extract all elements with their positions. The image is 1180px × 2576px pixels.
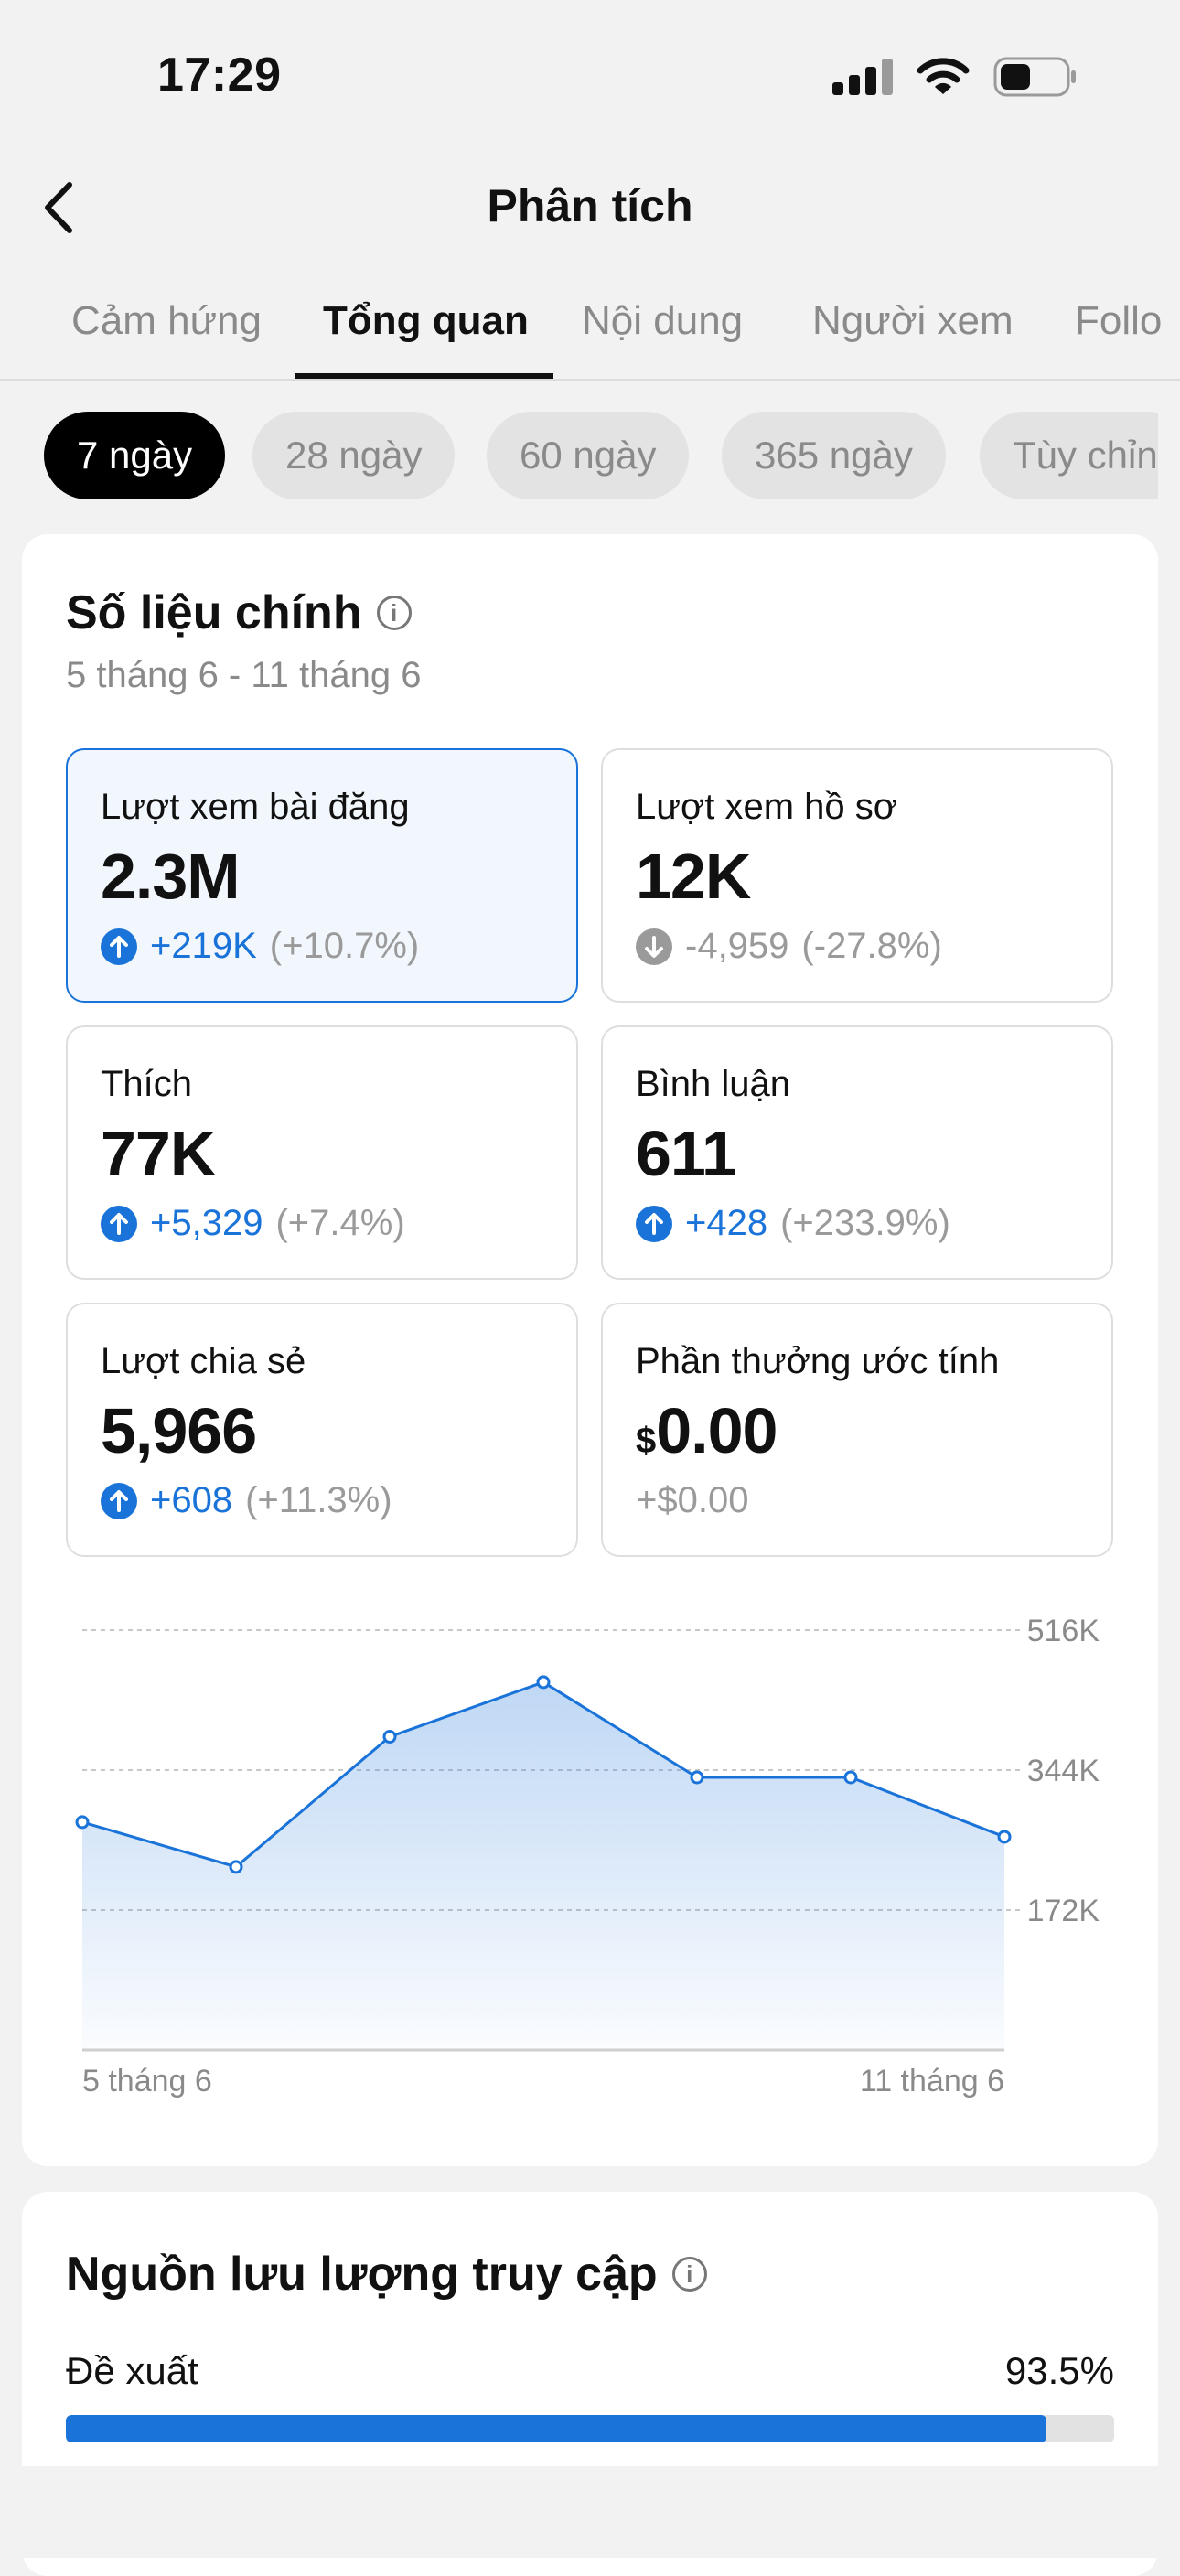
chart-point[interactable] xyxy=(536,1675,551,1690)
post-views-chart[interactable]: 516K 344K 172K 5 tháng 6 11 tháng 6 xyxy=(22,1583,1158,2113)
metric-label: Phần thưởng ước tính xyxy=(636,1341,1000,1381)
metric-delta: +428 (+233.9%) xyxy=(636,1203,950,1244)
key-metrics-title: Số liệu chính xyxy=(66,586,362,639)
arrow-down-circle-icon xyxy=(636,928,672,965)
info-icon[interactable]: i xyxy=(671,2257,707,2292)
metric-likes[interactable]: Thích 77K +5,329 (+7.4%) xyxy=(66,1025,578,1280)
traffic-progress-track xyxy=(66,2415,1114,2442)
y-tick-label: 516K xyxy=(1027,1614,1100,1648)
chevron-left-icon xyxy=(45,182,72,233)
chart-point[interactable] xyxy=(382,1730,397,1744)
y-tick-label: 172K xyxy=(1027,1894,1100,1928)
metric-delta-value: +608 xyxy=(150,1480,233,1520)
metric-delta-value: +219K xyxy=(150,926,257,966)
chart-point[interactable] xyxy=(229,1860,243,1874)
metric-value: 77K xyxy=(101,1118,216,1189)
metric-label: Lượt xem hồ sơ xyxy=(636,787,897,827)
metric-post-views[interactable]: Lượt xem bài đăng 2.3M +219K (+10.7%) xyxy=(66,748,578,1003)
metric-value: 5,966 xyxy=(101,1395,257,1466)
chip-60-days[interactable]: 60 ngày xyxy=(487,412,690,499)
chart-point[interactable] xyxy=(997,1830,1012,1844)
metric-delta-value: +428 xyxy=(685,1203,768,1243)
traffic-source-label: Đề xuất xyxy=(66,2349,198,2392)
metric-delta-percent: (+10.7%) xyxy=(269,926,420,966)
tab-followers[interactable]: Follo xyxy=(1075,298,1163,343)
chart-point[interactable] xyxy=(75,1815,90,1830)
traffic-title: Nguồn lưu lượng truy cập xyxy=(66,2248,658,2301)
metric-profile-views[interactable]: Lượt xem hồ sơ 12K -4,959 (-27.8%) xyxy=(601,748,1113,1003)
back-button[interactable] xyxy=(40,179,77,236)
chart-point[interactable] xyxy=(843,1770,858,1785)
metric-comments[interactable]: Bình luận 611 +428 (+233.9%) xyxy=(601,1025,1113,1280)
y-tick-label: 344K xyxy=(1027,1754,1100,1788)
battery-icon xyxy=(993,57,1076,97)
tab-content[interactable]: Nội dung xyxy=(582,298,744,343)
metric-value: 611 xyxy=(636,1118,737,1189)
arrow-up-circle-icon xyxy=(101,1482,137,1519)
metric-delta-value: +$0.00 xyxy=(636,1480,749,1520)
tab-overview[interactable]: Tổng quan xyxy=(323,298,529,343)
tab-viewers[interactable]: Người xem xyxy=(812,298,1014,343)
tab-bar: Cảm hứng Tổng quan Nội dung Người xem Fo… xyxy=(0,274,1180,381)
wifi-icon xyxy=(917,58,970,94)
metric-shares[interactable]: Lượt chia sẻ 5,966 +608 (+11.3%) xyxy=(66,1303,578,1557)
chart-point[interactable] xyxy=(690,1770,704,1785)
arrow-up-circle-icon xyxy=(101,1205,137,1242)
active-tab-indicator xyxy=(295,373,553,379)
tab-inspiration[interactable]: Cảm hứng xyxy=(71,298,262,343)
metric-value: 0.00 xyxy=(656,1395,778,1466)
date-range: 5 tháng 6 - 11 tháng 6 xyxy=(66,655,422,695)
metric-label: Bình luận xyxy=(636,1064,791,1104)
arrow-up-circle-icon xyxy=(636,1205,672,1242)
metric-value: 2.3M xyxy=(101,841,241,912)
metric-delta-percent: (+11.3%) xyxy=(245,1480,392,1520)
arrow-up-circle-icon xyxy=(101,928,137,965)
period-selector: 7 ngày 28 ngày 60 ngày 365 ngày Tùy chỉn xyxy=(0,412,1158,503)
metric-delta-value: -4,959 xyxy=(685,926,789,966)
key-metrics-header: Số liệu chính i xyxy=(66,585,412,640)
chip-28-days[interactable]: 28 ngày xyxy=(252,412,456,499)
status-icons xyxy=(832,57,1078,97)
traffic-source-value: 93.5% xyxy=(1004,2349,1114,2392)
metric-value: 12K xyxy=(636,841,751,912)
metric-delta: -4,959 (-27.8%) xyxy=(636,926,942,967)
chart-area xyxy=(82,1681,1004,2050)
metric-delta-percent: (-27.8%) xyxy=(801,926,942,966)
traffic-progress-fill xyxy=(66,2415,1046,2442)
metric-label: Thích xyxy=(101,1064,193,1104)
metric-label: Lượt xem bài đăng xyxy=(101,787,410,827)
metric-value-wrap: $0.00 xyxy=(636,1394,778,1467)
metric-delta: +5,329 (+7.4%) xyxy=(101,1203,405,1244)
chip-7-days[interactable]: 7 ngày xyxy=(44,412,226,499)
metric-label: Lượt chia sẻ xyxy=(101,1341,306,1381)
metric-delta: +608 (+11.3%) xyxy=(101,1480,392,1521)
metric-estimated-rewards[interactable]: Phần thưởng ước tính $0.00 +$0.00 xyxy=(601,1303,1113,1557)
metric-delta: +$0.00 xyxy=(636,1480,748,1521)
chip-365-days[interactable]: 365 ngày xyxy=(722,412,946,499)
chip-custom[interactable]: Tùy chỉn xyxy=(980,412,1158,499)
metric-delta-percent: (+7.4%) xyxy=(275,1203,405,1243)
info-icon[interactable]: i xyxy=(376,596,412,630)
page-title: Phân tích xyxy=(487,180,693,231)
traffic-header: Nguồn lưu lượng truy cập i xyxy=(66,2247,707,2302)
x-tick-label: 5 tháng 6 xyxy=(82,2064,212,2098)
x-tick-label: 11 tháng 6 xyxy=(860,2064,1004,2098)
bottom-overflow xyxy=(0,2466,1180,2558)
status-time: 17:29 xyxy=(157,48,282,102)
signal-icon xyxy=(832,59,893,95)
metric-delta-percent: (+233.9%) xyxy=(780,1203,950,1243)
metric-delta: +219K (+10.7%) xyxy=(101,926,419,967)
metric-delta-value: +5,329 xyxy=(150,1203,263,1243)
currency-symbol: $ xyxy=(636,1421,657,1461)
